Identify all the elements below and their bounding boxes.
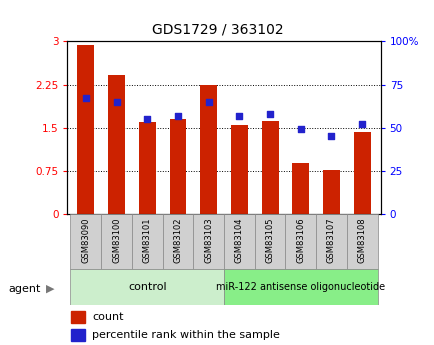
Bar [322, 170, 339, 214]
FancyBboxPatch shape [254, 214, 285, 269]
Text: GSM83107: GSM83107 [326, 218, 335, 263]
Bar [261, 121, 278, 214]
Text: GSM83103: GSM83103 [204, 218, 213, 263]
Bar [353, 132, 370, 214]
FancyBboxPatch shape [285, 214, 316, 269]
FancyBboxPatch shape [224, 214, 254, 269]
Text: control: control [128, 282, 166, 292]
Text: GDS1729 / 363102: GDS1729 / 363102 [151, 22, 283, 37]
Text: GSM83105: GSM83105 [265, 218, 274, 263]
FancyBboxPatch shape [162, 214, 193, 269]
Text: GSM83108: GSM83108 [357, 218, 366, 263]
FancyBboxPatch shape [70, 214, 101, 269]
Text: GSM83102: GSM83102 [173, 218, 182, 263]
Text: agent: agent [9, 284, 41, 294]
Bar [71, 329, 85, 341]
Text: GSM83104: GSM83104 [234, 218, 243, 263]
Point [235, 113, 242, 118]
FancyBboxPatch shape [70, 269, 224, 305]
Bar [169, 119, 186, 214]
Text: count: count [92, 312, 123, 322]
Bar [71, 311, 85, 323]
FancyBboxPatch shape [101, 214, 132, 269]
Bar [230, 125, 247, 214]
Bar [77, 46, 94, 214]
FancyBboxPatch shape [193, 214, 224, 269]
Point [174, 113, 181, 118]
Text: GSM83101: GSM83101 [142, 218, 151, 263]
Point [296, 127, 303, 132]
Point [113, 99, 120, 105]
Text: GSM83100: GSM83100 [112, 218, 121, 263]
Text: percentile rank within the sample: percentile rank within the sample [92, 330, 279, 340]
FancyBboxPatch shape [132, 214, 162, 269]
FancyBboxPatch shape [346, 214, 377, 269]
Point [266, 111, 273, 117]
Point [327, 134, 334, 139]
FancyBboxPatch shape [224, 269, 377, 305]
Point [82, 96, 89, 101]
Bar [292, 163, 309, 214]
Bar [138, 122, 155, 214]
Point [144, 116, 151, 122]
Point [358, 121, 365, 127]
Bar [108, 75, 125, 214]
Point [205, 99, 212, 105]
Text: GSM83106: GSM83106 [296, 218, 305, 263]
Bar [200, 85, 217, 214]
Text: ▶: ▶ [46, 284, 54, 294]
Text: GSM83090: GSM83090 [81, 218, 90, 263]
FancyBboxPatch shape [316, 214, 346, 269]
Text: miR-122 antisense oligonucleotide: miR-122 antisense oligonucleotide [216, 282, 385, 292]
